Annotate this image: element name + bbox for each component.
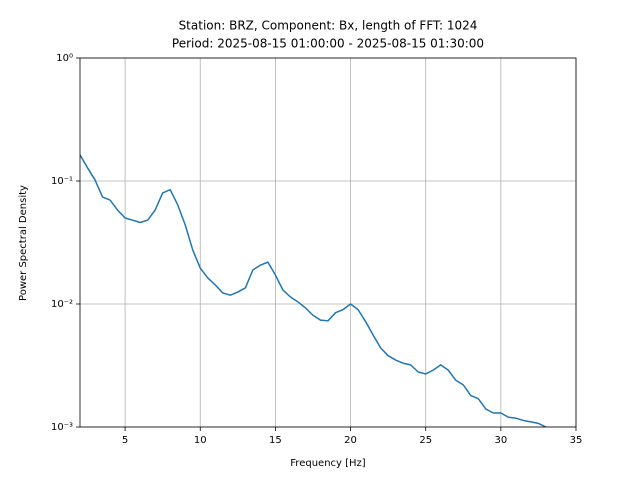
- y-tick-label: 10⁻³: [51, 422, 73, 433]
- x-tick-label: 30: [494, 435, 507, 446]
- plot-area: [80, 154, 547, 427]
- x-axis-label: Frequency [Hz]: [290, 458, 366, 469]
- y-axis-label: Power Spectral Density: [18, 185, 29, 301]
- y-tick-label: 10⁻²: [51, 299, 73, 310]
- psd-line: [80, 154, 547, 427]
- axes-frame: [79, 57, 577, 428]
- ticks: 5 10 15 20 25 30 35 10⁻³ 10⁻² 10⁻¹ 10⁰: [51, 53, 582, 446]
- x-tick-label: 5: [122, 435, 128, 446]
- x-tick-label: 35: [570, 435, 583, 446]
- x-tick-label: 25: [419, 435, 432, 446]
- x-tick-label: 10: [194, 435, 207, 446]
- y-tick-label: 10⁰: [56, 53, 73, 64]
- y-tick-label: 10⁻¹: [51, 176, 73, 187]
- chart-title: Station: BRZ, Component: Bx, length of F…: [179, 19, 478, 33]
- x-tick-label: 15: [269, 435, 282, 446]
- chart-subtitle: Period: 2025-08-15 01:00:00 - 2025-08-15…: [172, 37, 484, 51]
- x-tick-label: 20: [344, 435, 357, 446]
- grid: [80, 57, 577, 428]
